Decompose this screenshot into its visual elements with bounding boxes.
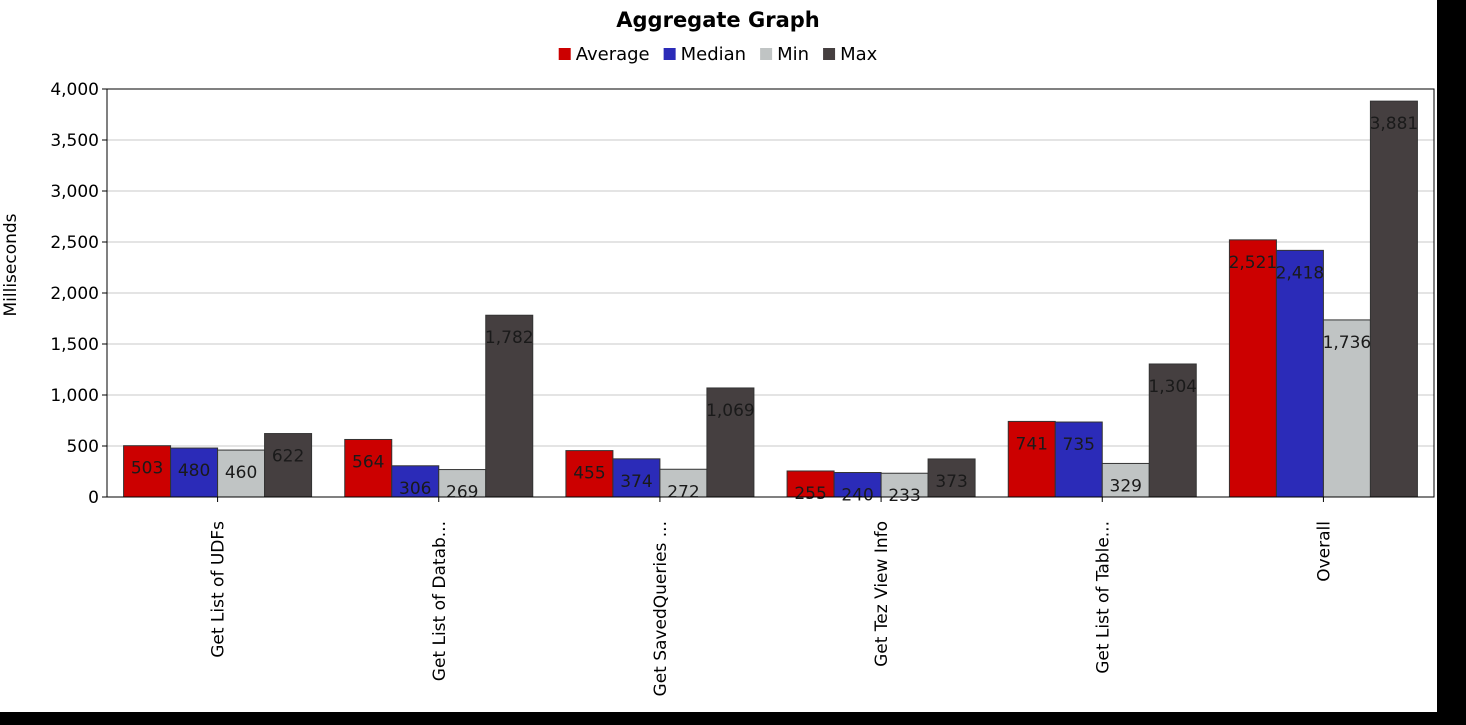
y-tick-label: 3,000: [50, 182, 99, 202]
bar-max: [1369, 100, 1418, 498]
bar-median: [391, 465, 440, 498]
data-label: 255: [794, 484, 826, 504]
data-label: 306: [399, 479, 431, 499]
bar-average: [1007, 420, 1056, 498]
aggregate-bar-chart: Aggregate Graph Average Median Min Max 503 4…: [1, 8, 1435, 696]
y-axis-title: Milliseconds: [1, 213, 21, 316]
y-tick-label: 500: [67, 437, 99, 457]
bar-max: [706, 387, 755, 498]
y-tick-label: 0: [88, 488, 99, 508]
bar-median: [1275, 249, 1324, 498]
bar-max: [927, 458, 976, 498]
data-label: 373: [935, 472, 967, 492]
category-label: Get List of Table...: [1093, 521, 1113, 674]
bar-average: [344, 438, 393, 498]
data-label: 1,736: [1323, 333, 1372, 353]
data-label: 2,418: [1276, 263, 1325, 283]
data-label: 1,069: [706, 401, 755, 421]
legend-entry: Median: [681, 44, 746, 65]
data-label: 460: [225, 463, 257, 483]
data-label: 1,782: [485, 328, 534, 348]
data-label: 269: [446, 483, 478, 503]
chart-area: Aggregate Graph Average Median Min Max 503 4…: [0, 0, 1437, 712]
chart-title: Aggregate Graph: [616, 8, 819, 32]
y-tick-label: 2,500: [50, 233, 99, 253]
bar-min: [217, 449, 266, 498]
data-label: 240: [841, 486, 873, 506]
category-label: Get List of UDFs: [209, 521, 229, 658]
bar-min: [1322, 319, 1371, 498]
y-tick-label: 3,500: [50, 131, 99, 151]
data-label: 735: [1063, 435, 1095, 455]
data-label: 480: [178, 461, 210, 481]
category-label: Get Tez View Info: [872, 521, 892, 667]
y-tick-label: 1,500: [50, 335, 99, 355]
data-label: 455: [573, 464, 605, 484]
data-label: 1,304: [1148, 377, 1197, 397]
data-label: 564: [352, 452, 384, 472]
bar-median: [833, 472, 882, 498]
legend: Average Median Min Max: [558, 44, 878, 65]
data-label: 503: [131, 459, 163, 479]
data-label: 3,881: [1370, 114, 1419, 134]
legend-swatch: [823, 48, 836, 60]
data-label: 374: [620, 472, 652, 492]
legend-swatch: [760, 48, 773, 60]
bar-average: [1228, 239, 1277, 498]
bars: [123, 100, 1418, 498]
data-label: 741: [1016, 434, 1048, 454]
bar-max: [485, 314, 534, 498]
data-labels: 503 480 460 622 564 306 269 1,782 455 374 272 1,069…: [131, 114, 1418, 506]
category-label: Get SavedQueries ...: [651, 521, 671, 696]
category-label: Overall: [1314, 521, 1334, 582]
legend-entry: Average: [576, 44, 650, 65]
data-label: 622: [272, 447, 304, 467]
y-tick-label: 2,000: [50, 284, 99, 304]
data-label: 272: [667, 482, 699, 502]
y-axis: 0 500 1,000 1,500 2,000 2,500 3,000 3,500 4,000: [50, 80, 108, 508]
bar-max: [264, 433, 313, 498]
data-label: 2,521: [1229, 253, 1278, 273]
legend-swatch: [558, 48, 571, 60]
gridlines: [107, 139, 1434, 447]
bar-median: [1054, 421, 1103, 498]
bar-median: [170, 447, 219, 498]
legend-entry: Min: [777, 44, 809, 65]
x-axis: Get List of UDFs Get List of Datab... Get …: [209, 497, 1334, 696]
data-label: 329: [1110, 476, 1142, 496]
legend-swatch: [663, 48, 676, 60]
bar-min: [659, 468, 708, 498]
legend-entry: Max: [840, 44, 878, 65]
y-tick-label: 1,000: [50, 386, 99, 406]
data-label: 233: [888, 486, 920, 506]
y-tick-label: 4,000: [50, 80, 99, 100]
category-label: Get List of Datab...: [430, 521, 450, 681]
